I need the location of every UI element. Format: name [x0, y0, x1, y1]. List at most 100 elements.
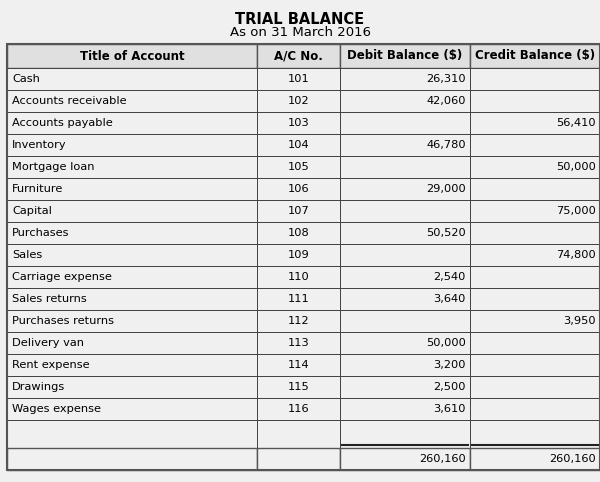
Text: 113: 113	[287, 338, 310, 348]
Bar	[7, 420, 257, 448]
Bar	[7, 288, 257, 310]
Text: 3,950: 3,950	[563, 316, 596, 326]
Bar	[470, 222, 600, 244]
Bar	[340, 398, 470, 420]
Text: Mortgage loan: Mortgage loan	[12, 162, 95, 172]
Text: 102: 102	[287, 96, 310, 106]
Bar	[257, 448, 340, 470]
Bar	[7, 266, 257, 288]
Text: 107: 107	[287, 206, 310, 216]
Bar	[340, 156, 470, 178]
Text: 29,000: 29,000	[426, 184, 466, 194]
Bar	[257, 44, 340, 68]
Text: Accounts receivable: Accounts receivable	[12, 96, 127, 106]
Bar	[7, 376, 257, 398]
Bar	[470, 44, 600, 68]
Bar	[257, 200, 340, 222]
Text: Wages expense: Wages expense	[12, 404, 101, 414]
Bar	[340, 134, 470, 156]
Bar	[257, 90, 340, 112]
Text: 116: 116	[287, 404, 310, 414]
Text: Rent expense: Rent expense	[12, 360, 89, 370]
Text: Furniture: Furniture	[12, 184, 64, 194]
Text: 2,500: 2,500	[433, 382, 466, 392]
Text: A/C No.: A/C No.	[274, 50, 323, 63]
Bar	[257, 332, 340, 354]
Text: Drawings: Drawings	[12, 382, 65, 392]
Bar	[7, 134, 257, 156]
Text: Sales returns: Sales returns	[12, 294, 87, 304]
Text: 75,000: 75,000	[556, 206, 596, 216]
Bar	[470, 398, 600, 420]
Bar	[7, 44, 257, 68]
Bar	[470, 448, 600, 470]
Text: 42,060: 42,060	[427, 96, 466, 106]
Bar	[470, 310, 600, 332]
Bar	[470, 134, 600, 156]
Text: Debit Balance ($): Debit Balance ($)	[347, 50, 463, 63]
Text: 105: 105	[287, 162, 310, 172]
Text: Inventory: Inventory	[12, 140, 67, 150]
Text: Title of Account: Title of Account	[80, 50, 184, 63]
Bar	[470, 244, 600, 266]
Bar	[257, 134, 340, 156]
Text: Purchases: Purchases	[12, 228, 70, 238]
Bar	[470, 178, 600, 200]
Bar	[7, 332, 257, 354]
Bar	[7, 222, 257, 244]
Bar	[470, 420, 600, 448]
Text: Capital: Capital	[12, 206, 52, 216]
Text: 101: 101	[287, 74, 310, 84]
Text: 115: 115	[287, 382, 310, 392]
Bar	[340, 448, 470, 470]
Bar	[7, 354, 257, 376]
Bar	[7, 244, 257, 266]
Bar	[257, 310, 340, 332]
Bar	[470, 332, 600, 354]
Bar	[340, 112, 470, 134]
Bar	[340, 222, 470, 244]
Text: 3,640: 3,640	[434, 294, 466, 304]
Bar	[7, 178, 257, 200]
Text: 260,160: 260,160	[549, 454, 596, 464]
Bar	[257, 376, 340, 398]
Text: 108: 108	[287, 228, 310, 238]
Text: 111: 111	[287, 294, 310, 304]
Bar	[7, 156, 257, 178]
Text: Sales: Sales	[12, 250, 42, 260]
Bar	[470, 266, 600, 288]
Bar	[340, 44, 470, 68]
Bar	[257, 178, 340, 200]
Bar	[7, 112, 257, 134]
Bar	[470, 156, 600, 178]
Bar	[470, 68, 600, 90]
Text: 104: 104	[287, 140, 310, 150]
Bar	[257, 288, 340, 310]
Bar	[470, 112, 600, 134]
Bar	[7, 68, 257, 90]
Bar	[257, 420, 340, 448]
Bar	[7, 90, 257, 112]
Bar	[470, 288, 600, 310]
Text: 50,000: 50,000	[426, 338, 466, 348]
Bar	[7, 200, 257, 222]
Bar	[257, 112, 340, 134]
Bar	[257, 222, 340, 244]
Bar	[257, 398, 340, 420]
Text: 50,520: 50,520	[426, 228, 466, 238]
Bar	[7, 398, 257, 420]
Bar	[257, 68, 340, 90]
Text: 2,540: 2,540	[434, 272, 466, 282]
Bar	[340, 178, 470, 200]
Text: 106: 106	[287, 184, 310, 194]
Bar	[7, 310, 257, 332]
Bar	[470, 354, 600, 376]
Text: Delivery van: Delivery van	[12, 338, 84, 348]
Text: 56,410: 56,410	[556, 118, 596, 128]
Text: 109: 109	[287, 250, 310, 260]
Text: Purchases returns: Purchases returns	[12, 316, 114, 326]
Bar	[340, 244, 470, 266]
Text: 103: 103	[287, 118, 310, 128]
Bar	[7, 44, 600, 470]
Bar	[340, 266, 470, 288]
